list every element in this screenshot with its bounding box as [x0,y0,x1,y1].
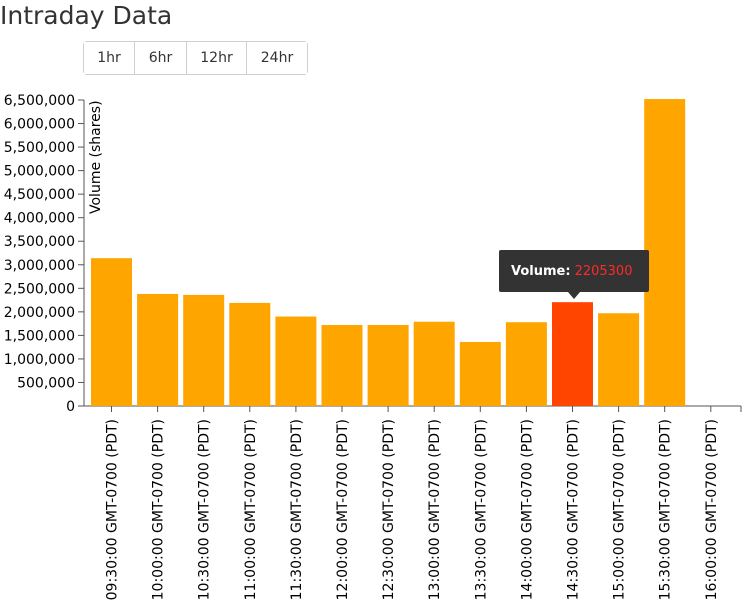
volume-tooltip: Volume: 2205300 [499,250,649,292]
x-tick-label: 09:30:00 GMT-0700 (PDT) [105,419,121,600]
x-tick-label: 15:00:00 GMT-0700 (PDT) [612,419,628,600]
y-tick-label: 5,000,000 [4,164,75,180]
bar[interactable] [505,322,547,406]
bar[interactable] [275,316,317,406]
x-tick-label: 12:00:00 GMT-0700 (PDT) [335,419,351,600]
y-tick-label: 5,500,000 [4,140,75,156]
bar-highlighted[interactable] [552,302,593,406]
bar[interactable] [183,294,225,406]
bar[interactable] [229,302,271,406]
y-tick-label: 6,500,000 [4,93,75,109]
x-tick-label: 10:00:00 GMT-0700 (PDT) [151,419,167,600]
range-24hr-button[interactable]: 24hr [247,42,307,74]
range-6hr-button[interactable]: 6hr [135,42,187,74]
y-tick-label: 4,000,000 [4,211,75,227]
y-tick-label: 1,500,000 [4,328,75,344]
y-tick-label: 3,500,000 [4,234,75,250]
tooltip-value: 2205300 [574,263,633,279]
x-tick-label: 11:30:00 GMT-0700 (PDT) [289,419,305,600]
x-tick-label: 13:30:00 GMT-0700 (PDT) [473,419,489,600]
y-tick-label: 3,000,000 [4,258,75,274]
y-tick-label: 4,500,000 [4,187,75,203]
range-12hr-button[interactable]: 12hr [187,42,247,74]
x-tick-label: 13:00:00 GMT-0700 (PDT) [427,419,443,600]
tooltip-arrow [568,292,580,299]
bar[interactable] [321,325,363,406]
bar[interactable] [367,325,409,406]
x-tick-label: 10:30:00 GMT-0700 (PDT) [197,419,213,600]
x-axis: 09:30:00 GMT-0700 (PDT) 10:00:00 GMT-0700… [84,405,742,600]
x-tick-label: 14:00:00 GMT-0700 (PDT) [519,419,535,600]
time-range-selector: 1hr 6hr 12hr 24hr [83,41,308,75]
bar[interactable] [91,258,132,406]
page-title: Intraday Data [0,1,173,30]
tooltip-label: Volume: [511,263,571,279]
bar[interactable] [137,293,179,406]
y-tick-label: 1,000,000 [4,352,75,368]
bar[interactable] [413,321,455,406]
x-tick-label: 16:00:00 GMT-0700 (PDT) [704,419,720,600]
y-tick-label: 500,000 [17,375,75,391]
bar[interactable] [598,313,640,406]
y-tick-label: 0 [66,399,75,415]
x-tick-label: 14:30:00 GMT-0700 (PDT) [566,419,582,600]
bar[interactable] [644,99,686,406]
bar[interactable] [459,341,501,406]
y-tick-label: 2,000,000 [4,305,75,321]
y-axis: 0 500,000 1,000,000 1,500,000 2,000,000 2,500… [4,93,85,415]
y-tick-label: 2,500,000 [4,281,75,297]
bars-group [91,99,686,406]
y-axis-label: Volume (shares) [88,100,104,214]
x-tick-label: 12:30:00 GMT-0700 (PDT) [381,419,397,600]
x-tick-label: 11:00:00 GMT-0700 (PDT) [243,419,259,600]
range-1hr-button[interactable]: 1hr [84,42,135,74]
y-tick-label: 6,000,000 [4,117,75,133]
x-tick-label: 15:30:00 GMT-0700 (PDT) [658,419,674,600]
